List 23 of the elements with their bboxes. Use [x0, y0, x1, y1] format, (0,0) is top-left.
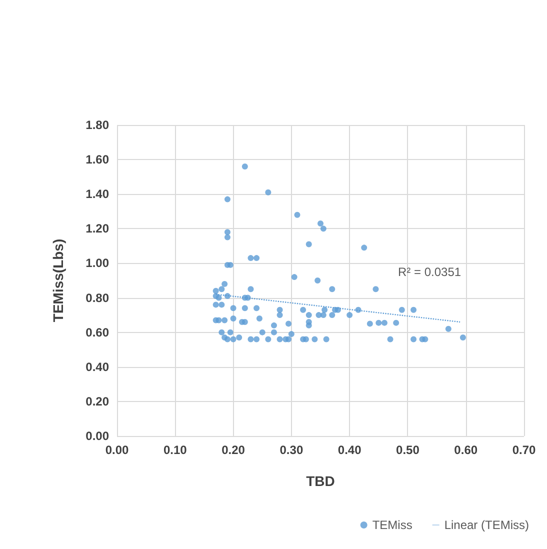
x-axis-title: TBD — [306, 473, 335, 489]
y-tick-label: 1.60 — [86, 152, 110, 167]
x-tick-label: 0.40 — [338, 443, 362, 457]
x-tick-label: 0.60 — [454, 443, 478, 457]
x-tick-label: 0.50 — [396, 443, 420, 457]
y-tick-label: 1.20 — [86, 222, 110, 236]
x-tick-label: 0.30 — [280, 443, 304, 457]
x-tick-label: 0.70 — [512, 443, 536, 457]
x-tick-label: 0.10 — [163, 443, 188, 457]
y-tick-label: 0.80 — [86, 290, 110, 305]
y-axis-title: TEMiss(Lbs) — [50, 238, 66, 322]
y-tick-label: 0.20 — [86, 394, 110, 408]
y-tick-label: 0.00 — [86, 429, 110, 443]
y-tick-label: 1.00 — [86, 256, 110, 270]
x-tick-label: 0.00 — [105, 443, 129, 457]
y-tick-label: 1.80 — [86, 118, 110, 132]
y-tick-label: 1.40 — [86, 187, 110, 202]
y-tick-label: 0.60 — [86, 325, 110, 340]
y-tick-label: 0.40 — [86, 360, 110, 374]
annotation: R² = 0.0351 — [398, 265, 462, 279]
x-tick-label: 0.20 — [222, 443, 246, 457]
legend-label: TEMiss — [372, 518, 412, 532]
legend-label: Linear (TEMiss) — [444, 518, 530, 532]
